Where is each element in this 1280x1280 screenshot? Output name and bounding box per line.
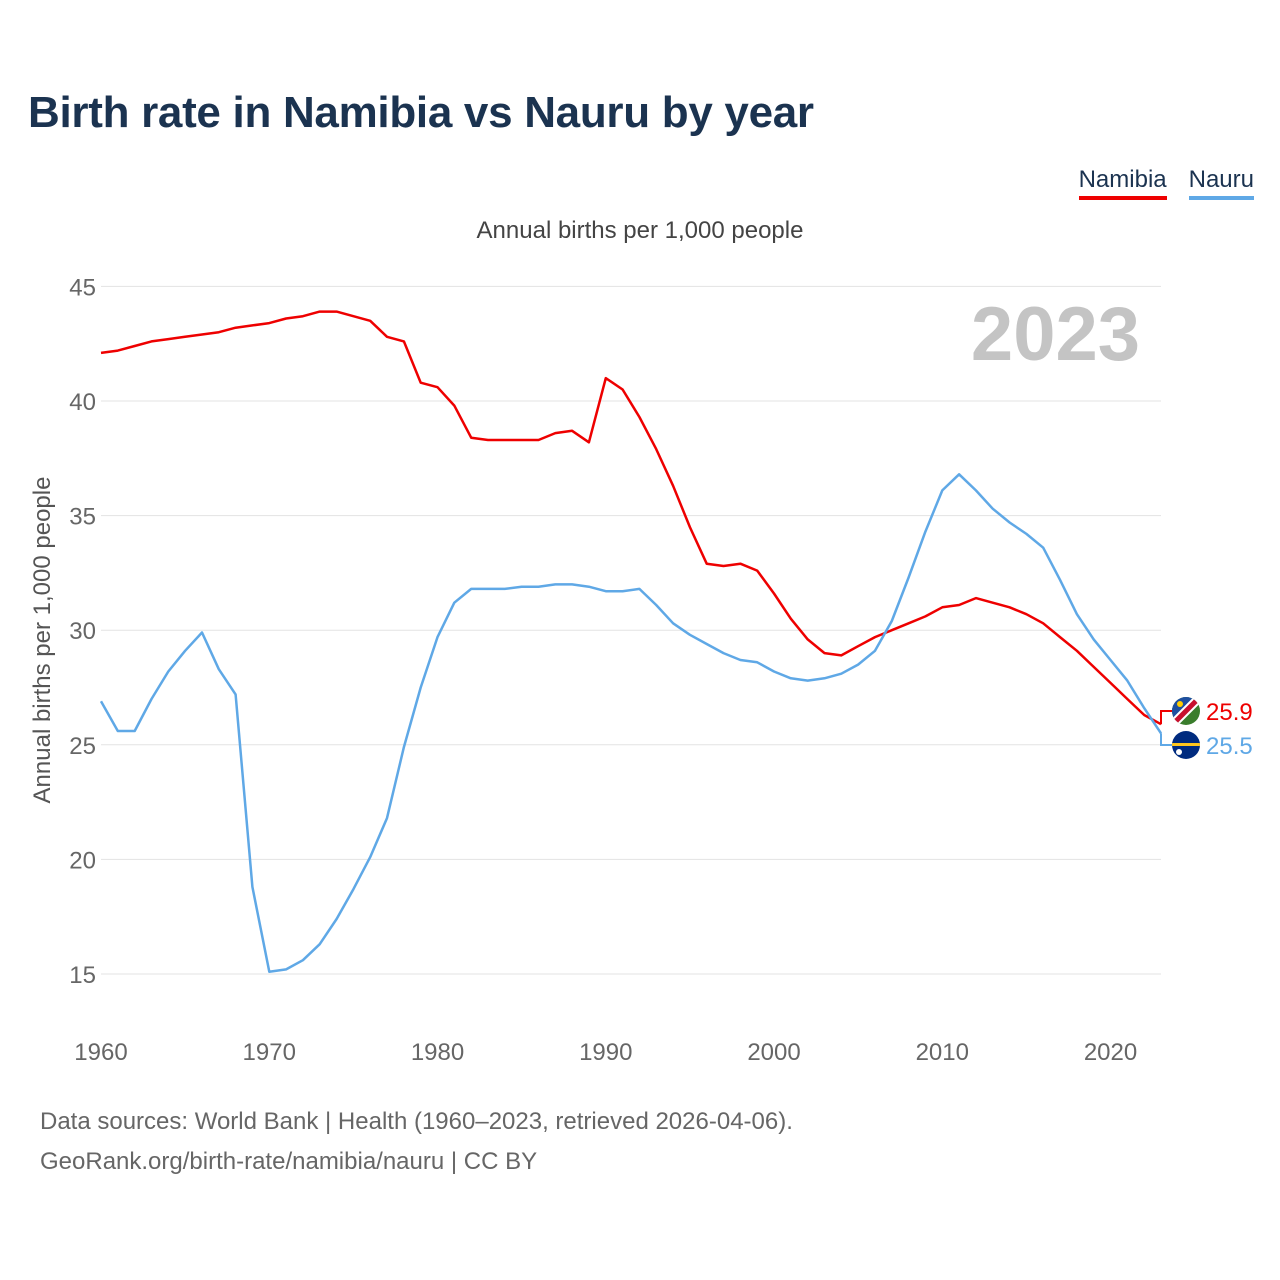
end-label-nauru: 25.5 xyxy=(1206,733,1253,760)
x-tick-label: 2020 xyxy=(1084,1039,1137,1066)
legend-item-nauru[interactable]: Nauru xyxy=(1188,166,1254,200)
y-tick-label: 15 xyxy=(69,962,96,989)
y-axis-ticks: 15 20 25 30 35 40 45 xyxy=(69,274,96,989)
end-label-namibia: 25.9 xyxy=(1206,699,1253,726)
nauru-flag-icon xyxy=(1172,731,1200,759)
series-lines xyxy=(99,310,1163,973)
x-tick-label: 1970 xyxy=(243,1039,296,1066)
footer-sources: Data sources: World Bank | Health (1960–… xyxy=(40,1108,793,1135)
end-leader-nauru xyxy=(1160,733,1172,746)
y-tick-label: 25 xyxy=(69,733,96,760)
page-title: Birth rate in Namibia vs Nauru by year xyxy=(28,88,814,137)
y-tick-label: 35 xyxy=(69,504,96,531)
chart-title: Annual births per 1,000 people xyxy=(476,217,804,244)
x-tick-label: 1980 xyxy=(411,1039,464,1066)
x-tick-label: 1960 xyxy=(74,1039,127,1066)
year-watermark: 2023 xyxy=(971,292,1140,377)
legend-item-namibia[interactable]: Namibia xyxy=(1078,166,1167,200)
y-tick-label: 20 xyxy=(69,847,96,874)
end-markers: 25.9 25.5 xyxy=(1160,697,1253,760)
y-tick-label: 30 xyxy=(69,618,96,645)
y-axis-label: Annual births per 1,000 people xyxy=(29,477,56,804)
x-axis-ticks: 1960 1970 1980 1990 2000 2010 2020 xyxy=(74,1039,1137,1066)
namibia-flag-icon xyxy=(1172,697,1200,725)
series-line-nauru[interactable] xyxy=(99,473,1163,973)
gridlines xyxy=(101,285,1161,975)
legend: Namibia Nauru xyxy=(1078,166,1254,200)
x-tick-label: 1990 xyxy=(579,1039,632,1066)
x-tick-label: 2010 xyxy=(916,1039,969,1066)
end-leader-namibia xyxy=(1160,710,1172,725)
series-line-namibia[interactable] xyxy=(100,310,1162,726)
y-tick-label: 40 xyxy=(69,389,96,416)
y-tick-label: 45 xyxy=(69,274,96,301)
x-tick-label: 2000 xyxy=(747,1039,800,1066)
footer-link[interactable]: GeoRank.org/birth-rate/namibia/nauru | C… xyxy=(40,1148,538,1175)
